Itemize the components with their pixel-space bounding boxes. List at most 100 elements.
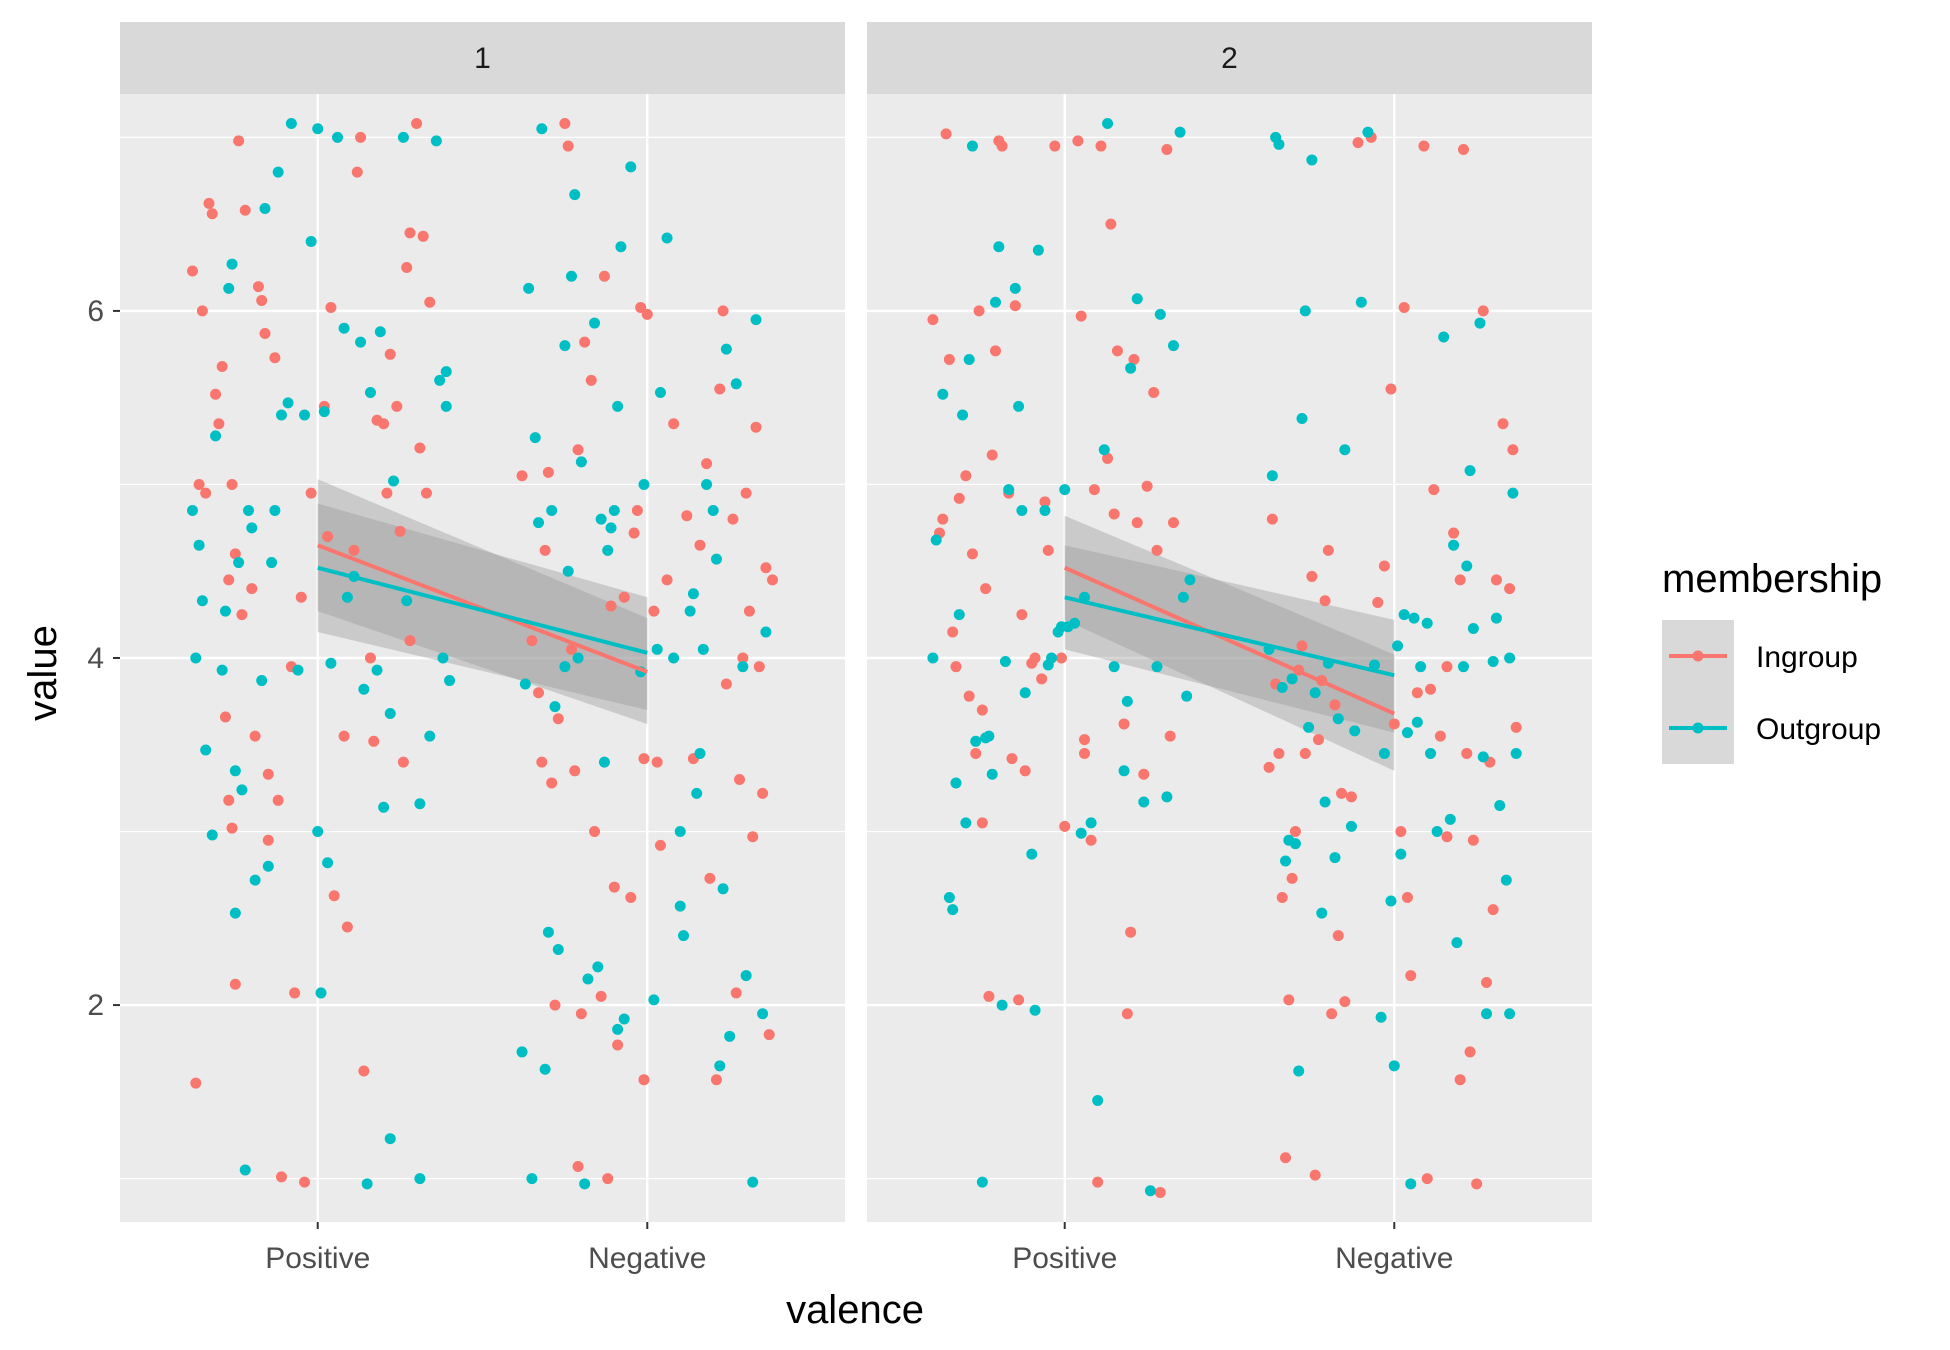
data-point-outgroup <box>430 135 442 147</box>
data-point-outgroup <box>516 1046 528 1058</box>
fit-line-outgroup <box>317 565 648 655</box>
data-point-outgroup <box>937 388 949 400</box>
data-point-ingroup <box>1507 444 1519 456</box>
data-point-outgroup <box>374 326 386 338</box>
confidence-ribbon-ingroup <box>1064 515 1395 771</box>
data-point-outgroup <box>424 730 436 742</box>
data-point-ingroup <box>983 990 995 1002</box>
data-point-ingroup <box>223 574 235 586</box>
data-point-ingroup <box>1339 996 1351 1008</box>
data-point-outgroup <box>355 336 367 348</box>
data-point-ingroup <box>1039 496 1051 508</box>
data-point-ingroup <box>348 544 360 556</box>
data-point-ingroup <box>229 548 241 560</box>
data-point-outgroup <box>990 296 1002 308</box>
data-point-outgroup <box>651 643 663 655</box>
data-point-ingroup <box>1441 661 1453 673</box>
data-point-outgroup <box>1167 340 1179 352</box>
data-point-outgroup <box>760 626 772 638</box>
data-point-outgroup <box>1306 154 1318 166</box>
data-point-outgroup <box>269 504 281 516</box>
data-point-ingroup <box>1464 1046 1476 1058</box>
data-point-outgroup <box>529 432 541 444</box>
data-point-ingroup <box>559 118 571 130</box>
facet-panel-1: 1 <box>120 22 845 1222</box>
data-point-ingroup <box>963 690 975 702</box>
data-point-ingroup <box>1029 652 1041 664</box>
data-point-outgroup <box>1144 1185 1156 1197</box>
data-point-ingroup <box>246 583 258 595</box>
data-point-outgroup <box>1467 622 1479 634</box>
data-point-outgroup <box>272 166 284 178</box>
data-point-ingroup <box>516 470 528 482</box>
data-point-ingroup <box>973 305 985 317</box>
data-point-outgroup <box>1069 617 1081 629</box>
data-point-ingroup <box>533 687 545 699</box>
data-point-ingroup <box>1263 761 1275 773</box>
facet-strip-label-2: 2 <box>1221 42 1238 75</box>
data-point-ingroup <box>1079 747 1090 759</box>
data-point-outgroup <box>996 999 1008 1011</box>
data-point-outgroup <box>674 826 686 838</box>
data-point-outgroup <box>1375 1011 1387 1023</box>
data-point-outgroup <box>618 1013 630 1025</box>
data-point-ingroup <box>1121 1008 1133 1020</box>
fit-line-outgroup <box>1064 595 1395 678</box>
data-point-outgroup <box>322 857 334 869</box>
data-point-ingroup <box>1428 484 1440 496</box>
data-point-outgroup <box>1401 727 1413 739</box>
data-point-ingroup <box>404 227 416 239</box>
data-point-outgroup <box>1181 690 1193 702</box>
data-point-ingroup <box>1398 301 1410 313</box>
data-point-outgroup <box>542 926 554 938</box>
data-point-ingroup <box>275 1171 287 1183</box>
data-point-outgroup <box>1092 1095 1104 1107</box>
data-point-outgroup <box>701 478 713 490</box>
data-point-outgroup <box>983 730 995 742</box>
data-point-ingroup <box>1164 730 1176 742</box>
data-point-outgroup <box>1405 1178 1417 1190</box>
data-point-ingroup <box>734 773 746 785</box>
data-point-ingroup <box>305 487 317 499</box>
data-point-ingroup <box>411 118 423 130</box>
data-point-ingroup <box>259 327 271 339</box>
data-point-ingroup <box>539 544 551 556</box>
data-point-outgroup <box>1457 661 1469 673</box>
data-point-outgroup <box>332 131 343 143</box>
data-point-outgroup <box>1345 820 1357 832</box>
data-point-outgroup <box>239 1164 251 1176</box>
data-point-outgroup <box>1464 465 1476 477</box>
data-point-outgroup <box>1349 725 1361 737</box>
data-point-outgroup <box>1016 504 1028 516</box>
data-point-ingroup <box>269 352 281 364</box>
data-point-outgroup <box>612 400 624 412</box>
data-point-outgroup <box>341 591 353 603</box>
data-point-ingroup <box>631 504 643 516</box>
data-point-outgroup <box>338 322 350 334</box>
legend: membership Ingroup Outgroup <box>1662 557 1882 764</box>
data-point-ingroup <box>1042 544 1054 556</box>
data-point-ingroup <box>1016 609 1028 621</box>
data-point-ingroup <box>572 444 584 456</box>
data-point-outgroup <box>1108 661 1120 673</box>
data-point-outgroup <box>440 400 452 412</box>
data-point-ingroup <box>229 978 241 990</box>
data-point-ingroup <box>1345 791 1357 803</box>
data-point-ingroup <box>757 787 769 799</box>
data-point-ingroup <box>1286 872 1298 884</box>
data-point-outgroup <box>1398 609 1410 621</box>
data-point-ingroup <box>1075 310 1087 322</box>
data-point-ingroup <box>996 140 1008 152</box>
data-point-ingroup <box>1329 699 1341 711</box>
data-point-ingroup <box>236 609 248 621</box>
data-point-outgroup <box>536 123 548 135</box>
data-point-ingroup <box>730 987 742 999</box>
data-point-outgroup <box>960 817 972 829</box>
data-point-ingroup <box>1085 834 1097 846</box>
data-point-ingroup <box>1425 683 1437 695</box>
data-point-outgroup <box>1098 444 1110 456</box>
data-point-ingroup <box>1138 768 1150 780</box>
data-point-outgroup <box>575 456 587 468</box>
data-point-outgroup <box>371 664 383 676</box>
data-point-ingroup <box>1504 583 1516 595</box>
